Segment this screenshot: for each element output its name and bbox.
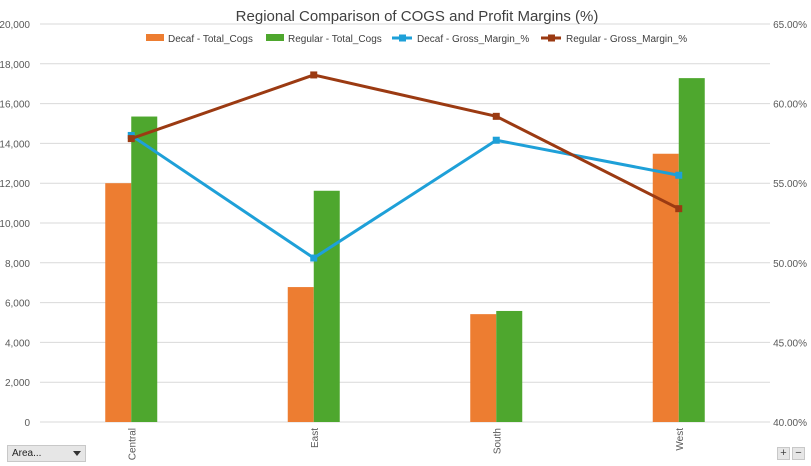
line-point-0-2 <box>492 136 500 144</box>
y2-tick-label: 40.00% <box>773 418 807 429</box>
chevron-down-icon <box>73 451 81 456</box>
line-series-1 <box>130 73 680 211</box>
y-tick-label: 6,000 <box>5 299 30 310</box>
y-tick-label: 0 <box>24 418 30 429</box>
zoom-in-button[interactable]: + <box>777 447 790 460</box>
y-tick-label: 14,000 <box>0 139 30 150</box>
legend-swatch <box>146 34 164 41</box>
y-tick-label: 10,000 <box>0 219 30 230</box>
bar-west-1 <box>678 78 705 423</box>
bar-east-1 <box>313 190 340 422</box>
line-point-0-3 <box>675 171 683 179</box>
bar-central-1 <box>131 116 158 422</box>
line-point-1-2 <box>492 112 500 120</box>
bar-south-1 <box>496 310 523 422</box>
legend-swatch <box>266 34 284 41</box>
bar-west-0 <box>652 153 679 423</box>
y-tick-label: 12,000 <box>0 179 30 190</box>
legend-marker <box>399 34 406 42</box>
y2-tick-label: 45.00% <box>773 338 807 349</box>
y2-tick-label: 50.00% <box>773 259 807 270</box>
legend-label: Regular - Total_Cogs <box>288 34 382 45</box>
y2-tick-label: 65.00% <box>773 20 807 31</box>
legend-marker <box>548 34 555 42</box>
zoom-out-button[interactable]: − <box>792 447 805 460</box>
y2-tick-label: 60.00% <box>773 100 807 111</box>
x-tick-label: West <box>675 428 686 451</box>
line-point-1-3 <box>675 205 683 213</box>
y-tick-label: 20,000 <box>0 20 30 31</box>
x-tick-label: Central <box>127 428 138 460</box>
line-point-0-1 <box>310 254 318 262</box>
area-filter-dropdown[interactable]: Area... <box>7 445 86 462</box>
line-point-1-1 <box>310 71 318 79</box>
x-tick-label: East <box>310 428 321 448</box>
bar-east-0 <box>287 287 314 422</box>
y2-tick-label: 55.00% <box>773 179 807 190</box>
bar-central-0 <box>105 183 132 422</box>
legend-label: Decaf - Total_Cogs <box>168 34 253 45</box>
bar-south-0 <box>470 314 497 422</box>
legend-label: Decaf - Gross_Margin_% <box>417 34 529 45</box>
legend-label: Regular - Gross_Margin_% <box>566 34 687 45</box>
chart-title: Regional Comparison of COGS and Profit M… <box>236 8 599 25</box>
y-tick-label: 16,000 <box>0 100 30 111</box>
y-tick-label: 4,000 <box>5 338 30 349</box>
y-tick-label: 2,000 <box>5 378 30 389</box>
line-point-1-0 <box>127 135 135 143</box>
line-series-0 <box>130 134 680 260</box>
y-tick-label: 18,000 <box>0 60 30 71</box>
y-tick-label: 8,000 <box>5 259 30 270</box>
x-tick-label: South <box>492 428 503 454</box>
area-filter-label: Area... <box>12 448 42 459</box>
